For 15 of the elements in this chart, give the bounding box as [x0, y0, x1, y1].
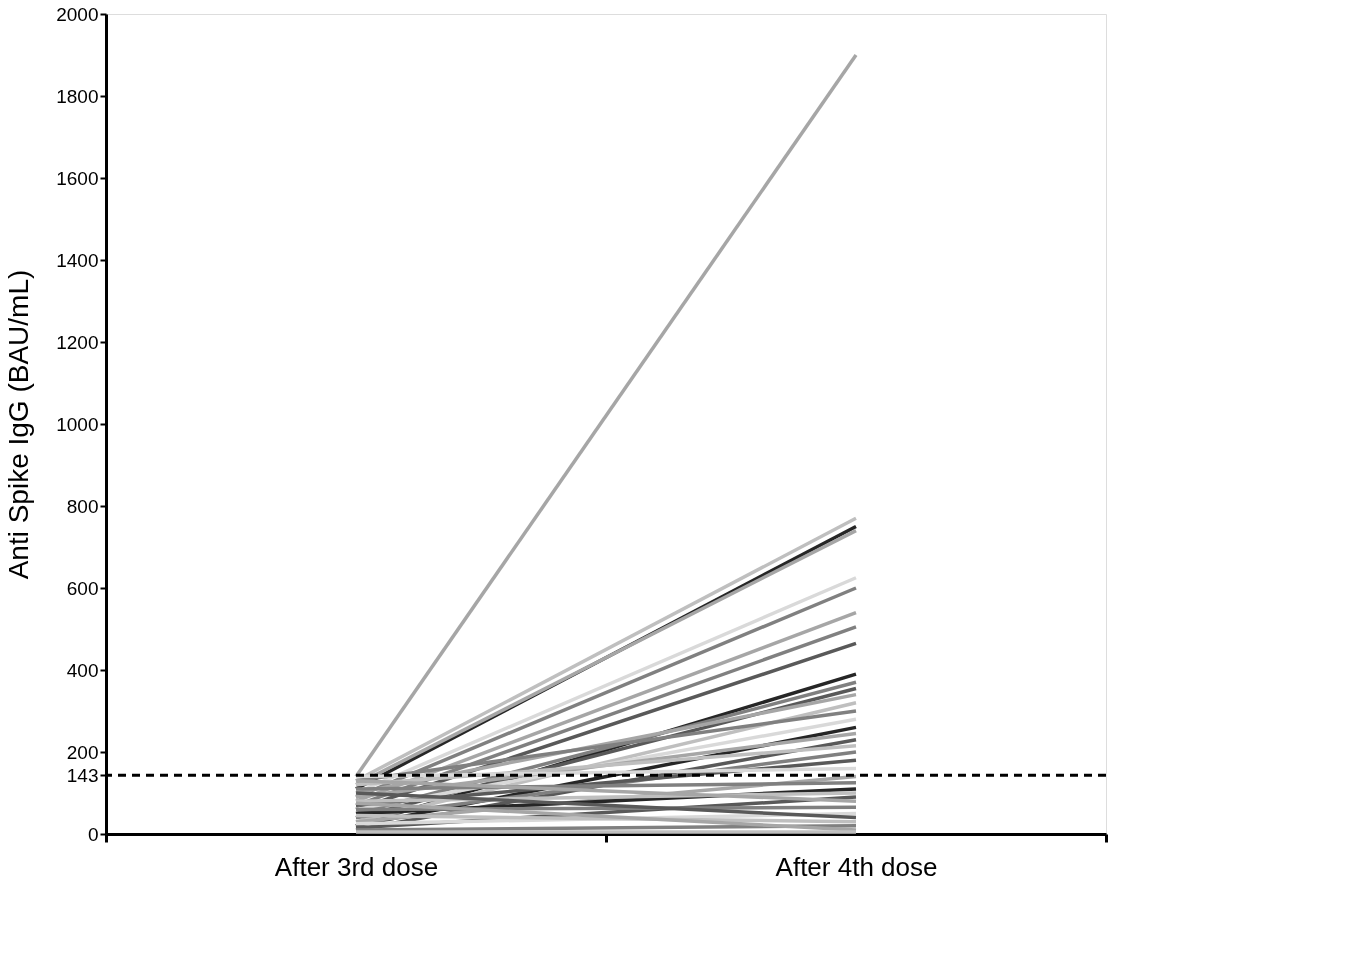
y-tick-label: 0 [87, 823, 99, 845]
y-axis-title: Anti Spike IgG (BAU/mL) [3, 269, 35, 580]
y-tick-label: 143 [66, 764, 99, 786]
y-tick-label: 200 [66, 741, 99, 763]
y-tick-label: 400 [66, 659, 99, 681]
x-tick-label: After 3rd dose [274, 851, 439, 882]
y-tick-label: 1600 [56, 167, 99, 189]
y-tick-label: 1000 [56, 413, 99, 435]
y-tick-label: 1200 [56, 331, 99, 353]
y-tick-label: 600 [66, 577, 99, 599]
y-tick-label: 800 [66, 495, 99, 517]
y-tick-label: 1400 [56, 249, 99, 271]
y-tick-label: 1800 [56, 85, 99, 107]
x-tick-label: After 4th dose [775, 851, 938, 882]
y-tick-label: 2000 [56, 3, 99, 25]
